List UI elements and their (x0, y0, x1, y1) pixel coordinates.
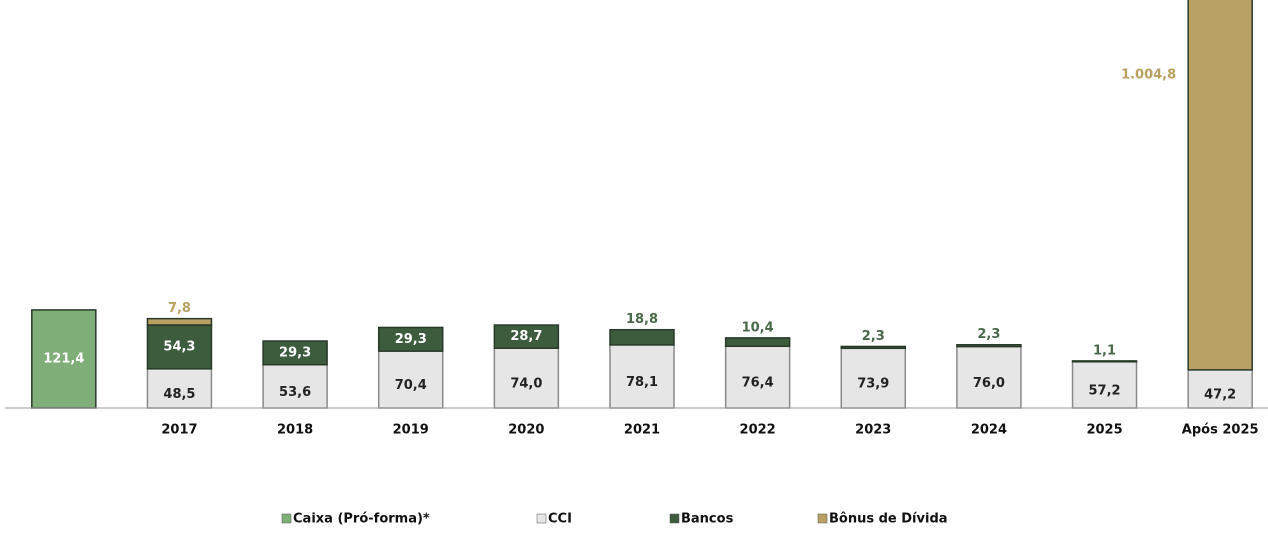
value-label: 2,3 (977, 327, 1000, 342)
value-label: 121,4 (43, 351, 84, 366)
legend-swatch (536, 513, 547, 524)
bar-segment (840, 347, 907, 409)
x-tick-label: 2022 (740, 423, 776, 438)
bar-segment (377, 326, 444, 352)
legend-swatch (281, 513, 292, 524)
value-label: 53,6 (279, 385, 311, 400)
bar-segment (262, 363, 328, 409)
value-label: 47,2 (1204, 387, 1236, 402)
value-label: 29,3 (395, 332, 427, 347)
bar-segment (31, 309, 97, 409)
bar-segment (262, 340, 328, 366)
value-label: 78,1 (626, 375, 658, 390)
x-tick-label: 2023 (855, 423, 891, 438)
bar-segment (493, 324, 560, 349)
value-label: 18,8 (626, 312, 658, 327)
bar-segment (724, 337, 791, 348)
bar-segment (840, 345, 907, 350)
legend-label: Bônus de Dívida (829, 512, 948, 527)
bar-segment (1187, 0, 1253, 371)
bar-segment (493, 347, 560, 409)
value-label: 7,8 (168, 301, 191, 316)
value-label: 76,0 (973, 376, 1005, 391)
legend-label: Caixa (Pró-forma)* (293, 512, 430, 527)
legend-label: CCI (548, 512, 572, 527)
x-tick-label: 2025 (1086, 423, 1122, 438)
plot-area (31, 0, 1253, 409)
value-label: 70,4 (395, 378, 427, 393)
legend-swatch (817, 513, 828, 524)
value-label: 48,5 (163, 387, 195, 402)
bar-segment (146, 317, 213, 326)
x-tick-label: 2017 (161, 423, 197, 438)
x-tick-label: 2019 (393, 423, 429, 438)
value-label: 2,3 (862, 329, 885, 344)
value-label: 74,0 (510, 377, 542, 392)
x-tick-label: 2018 (277, 423, 313, 438)
value-label: 57,2 (1089, 383, 1121, 398)
value-label: 54,3 (163, 339, 195, 354)
value-label: 10,4 (742, 320, 774, 335)
bar-segment (956, 343, 1022, 348)
x-tick-label: 2021 (624, 423, 660, 438)
bar-segment (609, 328, 675, 346)
value-label: 76,4 (742, 376, 774, 391)
value-label: 28,7 (510, 329, 542, 344)
bar-segment (146, 368, 213, 409)
value-label: 1.004,8 (1121, 68, 1176, 83)
x-tick-label: 2020 (508, 423, 544, 438)
legend-label: Bancos (681, 512, 734, 527)
bar-segment (724, 345, 791, 409)
value-label: 73,9 (857, 377, 889, 392)
legend-swatch (669, 513, 680, 524)
value-label: 29,3 (279, 345, 311, 360)
x-tick-label: 2024 (971, 423, 1007, 438)
value-label: 1,1 (1093, 343, 1116, 358)
x-tick-label: Após 2025 (1182, 423, 1259, 438)
bar-segment (1187, 369, 1253, 409)
bar-segment (1071, 360, 1138, 363)
